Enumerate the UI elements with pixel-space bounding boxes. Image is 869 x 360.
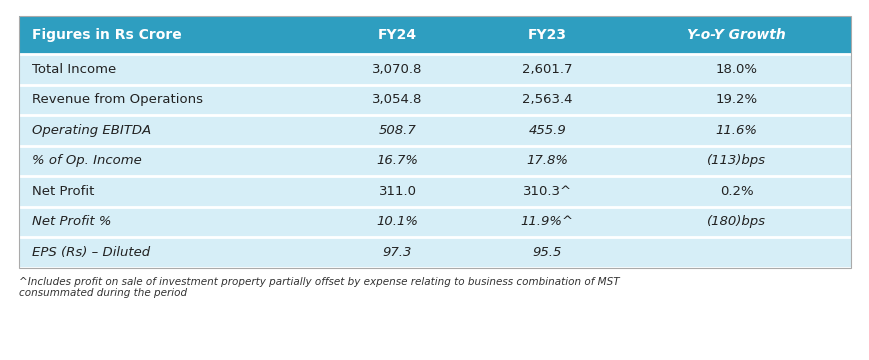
Text: ^Includes profit on sale of investment property partially offset by expense rela: ^Includes profit on sale of investment p…	[19, 277, 619, 298]
Bar	[19, 146, 850, 176]
Text: 18.0%: 18.0%	[714, 63, 757, 76]
Text: EPS (Rs) – Diluted: EPS (Rs) – Diluted	[32, 246, 150, 259]
Bar	[19, 207, 850, 237]
Text: FY23: FY23	[527, 28, 566, 42]
Text: 508.7: 508.7	[378, 124, 416, 137]
Bar	[19, 16, 850, 268]
Text: 3,054.8: 3,054.8	[372, 94, 422, 107]
Text: FY24: FY24	[377, 28, 416, 42]
Text: % of Op. Income: % of Op. Income	[32, 154, 142, 167]
Text: 95.5: 95.5	[532, 246, 561, 259]
Text: 2,563.4: 2,563.4	[521, 94, 572, 107]
Text: Y-o-Y Growth: Y-o-Y Growth	[687, 28, 785, 42]
Text: 97.3: 97.3	[382, 246, 412, 259]
Text: 310.3^: 310.3^	[522, 185, 571, 198]
Bar	[19, 16, 850, 54]
Text: 2,601.7: 2,601.7	[521, 63, 572, 76]
Text: 3,070.8: 3,070.8	[372, 63, 422, 76]
Text: Net Profit %: Net Profit %	[32, 215, 111, 229]
Text: (113)bps: (113)bps	[706, 154, 765, 167]
Text: Net Profit: Net Profit	[32, 185, 95, 198]
Text: 19.2%: 19.2%	[714, 94, 757, 107]
Text: Figures in Rs Crore: Figures in Rs Crore	[32, 28, 182, 42]
Bar	[19, 85, 850, 115]
Bar	[19, 176, 850, 207]
Text: 17.8%: 17.8%	[526, 154, 567, 167]
Text: Total Income: Total Income	[32, 63, 116, 76]
Text: (180)bps: (180)bps	[706, 215, 765, 229]
Bar	[19, 115, 850, 146]
Text: Operating EBITDA: Operating EBITDA	[32, 124, 151, 137]
Text: 11.6%: 11.6%	[714, 124, 757, 137]
Bar	[19, 54, 850, 85]
Text: 11.9%^: 11.9%^	[521, 215, 574, 229]
Text: 455.9: 455.9	[527, 124, 566, 137]
Text: 311.0: 311.0	[378, 185, 416, 198]
Bar	[19, 237, 850, 268]
Text: Revenue from Operations: Revenue from Operations	[32, 94, 203, 107]
Text: 0.2%: 0.2%	[719, 185, 753, 198]
Text: 10.1%: 10.1%	[376, 215, 418, 229]
Text: 16.7%: 16.7%	[376, 154, 418, 167]
